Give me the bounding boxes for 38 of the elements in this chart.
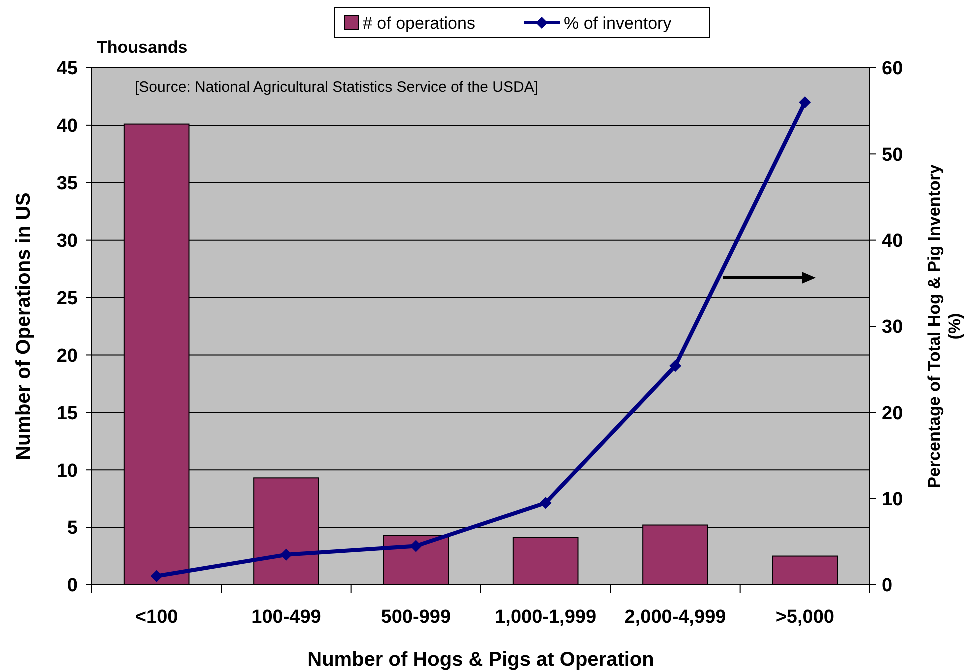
y-tick-label: 10 [56,460,78,482]
x-tick-label: <100 [135,607,178,628]
y2-axis-title: Percentage of Total Hog & Pig Inventory (%) [924,164,964,488]
y-tick-label: 35 [56,174,78,195]
annotation: [Source: National Agricultural Statistics Service of the USDA] [135,79,539,96]
y-tick-label: 15 [56,403,78,424]
y-tick-label: 45 [56,58,78,80]
x-tick-label: 1,000-1,999 [495,607,597,628]
x-tick-label: >5,000 [776,607,834,628]
y2-tick-label: 20 [882,403,904,424]
bar [383,535,450,586]
y2-tick-label: 40 [882,230,904,252]
y2-tick-label: 10 [882,489,904,510]
point [670,360,682,372]
y-tick-label: 20 [56,346,78,367]
y2-tick-label: 50 [882,144,904,166]
x-axis-title: Number of Hogs & Pigs at Operation [308,649,654,671]
legend-label: % of inventory [564,14,672,33]
x-tick-label: 2,000-4,999 [624,607,726,628]
bar [772,556,838,586]
point [540,497,552,510]
y-axis-title: Number of Operations in US [13,192,35,460]
x-tick-label: 500-999 [381,607,452,628]
y-tick-label: 25 [56,288,78,310]
legend-label: # of operations [363,14,476,33]
bar [512,537,579,586]
y2-tick-label: 30 [882,317,904,338]
y2-tick-label: 60 [882,58,904,80]
x-tick-label: 100-499 [252,607,322,628]
y-tick-label: 5 [67,518,78,540]
point [799,96,812,108]
y-tick-label: 40 [56,116,78,138]
text: Thousands [97,38,188,57]
y-tick-label: 30 [56,230,78,252]
y-tick-label: 0 [67,576,78,597]
y2-tick-label: 0 [882,576,893,597]
point [280,548,292,561]
point [150,570,163,582]
